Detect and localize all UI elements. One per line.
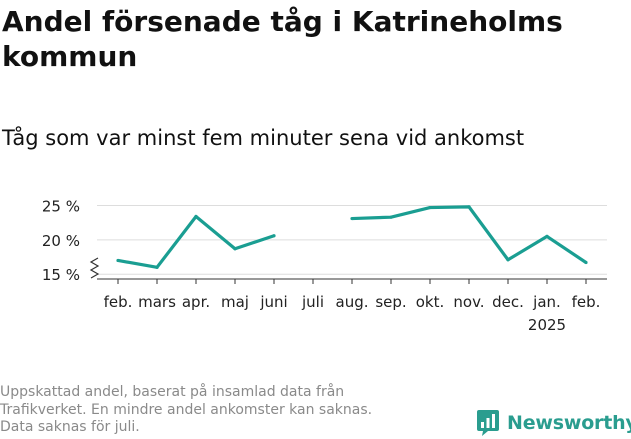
x-tick-label: aug. bbox=[336, 293, 369, 311]
data-point bbox=[428, 205, 432, 210]
x-tick-label: apr. bbox=[182, 293, 210, 311]
chart-title: Andel försenade tåg i Katrineholms kommu… bbox=[2, 5, 563, 73]
x-tick-label: jan. bbox=[532, 293, 561, 311]
footnote-line: Trafikverket. En mindre andel ankomster … bbox=[0, 401, 373, 418]
x-tick-sublabel: 2025 bbox=[528, 316, 566, 334]
y-tick-label: 15 % bbox=[42, 266, 80, 284]
data-point bbox=[350, 216, 354, 221]
x-tick-label: feb. bbox=[104, 293, 133, 311]
x-tick-label: okt. bbox=[416, 293, 445, 311]
data-point bbox=[584, 260, 588, 265]
series-line bbox=[117, 214, 275, 269]
footnote-line: Data saknas för juli. bbox=[0, 419, 140, 435]
x-tick-label: juli bbox=[301, 293, 324, 311]
brand-name: Newsworthy bbox=[507, 412, 631, 434]
x-tick-label: dec. bbox=[492, 293, 524, 311]
y-tick-label: 20 % bbox=[42, 232, 80, 250]
data-point bbox=[194, 214, 198, 219]
y-tick-label: 25 % bbox=[42, 197, 80, 215]
series-layer bbox=[116, 205, 588, 269]
data-point bbox=[116, 258, 120, 263]
gridlines bbox=[97, 204, 607, 275]
x-tick-label: sep. bbox=[375, 293, 406, 311]
axis-break-icon bbox=[89, 257, 100, 279]
y-axis: 15 % 20 % 25 % bbox=[42, 197, 100, 284]
data-point bbox=[506, 258, 510, 262]
footnote: Uppskattad andel, baserat på insamlad da… bbox=[0, 384, 430, 437]
data-point bbox=[272, 234, 276, 238]
x-axis: feb. mars apr. maj juni juli aug. sep. okt. nov. d… bbox=[97, 278, 607, 334]
line-chart: 15 % 20 % 25 % feb. mars apr. maj juni juli aug.… bbox=[42, 197, 607, 334]
x-tick-label: nov. bbox=[453, 293, 484, 311]
x-tick-label: feb. bbox=[572, 293, 601, 311]
x-tick-label: mars bbox=[138, 293, 176, 311]
x-tick-label: juni bbox=[259, 293, 287, 311]
x-tick-label: maj bbox=[221, 293, 249, 311]
data-point bbox=[233, 247, 237, 251]
chart-subtitle: Tåg som var minst fem minuter sena vid a… bbox=[2, 126, 525, 150]
data-point bbox=[545, 234, 549, 239]
series-line bbox=[351, 205, 587, 264]
data-point bbox=[155, 265, 159, 269]
footnote-line: Uppskattad andel, baserat på insamlad da… bbox=[0, 384, 345, 400]
data-point bbox=[389, 215, 393, 219]
newsworthy-logo-icon bbox=[477, 410, 499, 436]
data-point bbox=[467, 205, 471, 209]
brand-logo[interactable]: Newsworthy bbox=[476, 408, 631, 438]
